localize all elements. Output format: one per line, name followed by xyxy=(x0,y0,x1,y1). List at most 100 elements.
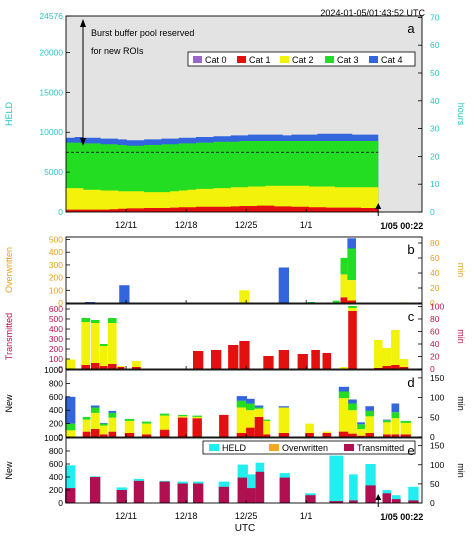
panel-border xyxy=(65,303,423,370)
bar-segment xyxy=(307,302,315,303)
bar-transmitted xyxy=(329,501,344,503)
bar-segment xyxy=(81,318,90,322)
area-cat2 xyxy=(66,185,379,212)
bar-segment xyxy=(192,415,202,417)
bar-segment xyxy=(119,285,130,303)
y2-axis-title: min xyxy=(456,396,466,411)
bar-segment xyxy=(65,423,76,431)
y-tick-label: 100 xyxy=(49,354,63,364)
bar-segment xyxy=(132,361,141,367)
bar-segment xyxy=(400,434,411,437)
bar-held xyxy=(365,464,376,503)
y2-tick-label: 100 xyxy=(430,302,444,312)
bar-transmitted xyxy=(279,477,290,503)
bar-segment xyxy=(117,366,125,367)
y2-tick-label: 80 xyxy=(430,314,440,324)
y-tick-label: 600 xyxy=(49,304,63,314)
y2-axis-title: min xyxy=(456,263,466,278)
bar-segment xyxy=(211,350,222,369)
y-tick-label: 1000 xyxy=(44,433,63,443)
bar-segment xyxy=(239,341,250,369)
bar-segment xyxy=(347,300,356,303)
bar-transmitted xyxy=(159,481,170,503)
y-axis-title: Overwritten xyxy=(4,247,14,293)
bar-segment xyxy=(99,422,108,424)
y-tick-label: 0 xyxy=(58,432,63,442)
panel-a: Burst buffer pool reserved for new ROIs Ca… xyxy=(4,11,466,217)
bar-segment xyxy=(246,410,255,428)
y2-tick-label: 50 xyxy=(430,479,440,489)
bar-held xyxy=(65,465,76,503)
bar-segment xyxy=(254,407,264,409)
bar-segment xyxy=(246,427,255,437)
legend-swatch-0 xyxy=(193,56,202,63)
bar-segment xyxy=(263,434,271,437)
bar-segment xyxy=(382,366,392,369)
y-tick-label: 0 xyxy=(58,364,63,374)
y2-tick-label: 10 xyxy=(430,179,440,189)
y2-tick-label: 30 xyxy=(430,124,440,134)
x-tick-label: 12/18 xyxy=(175,511,198,521)
bar-held xyxy=(349,474,358,503)
bar-segment xyxy=(365,433,374,437)
x-tick-label: 1/1 xyxy=(300,220,313,230)
bar-segment xyxy=(82,419,91,432)
end-marker-arrow xyxy=(375,203,382,209)
y2-tick-label: 60 xyxy=(430,40,440,50)
y2-tick-label: 40 xyxy=(430,96,440,106)
bar-segment xyxy=(399,359,409,367)
bar-segment xyxy=(81,365,90,369)
bar-segment xyxy=(391,403,400,413)
bar-segment xyxy=(141,423,152,435)
bar-segment xyxy=(159,413,170,416)
y2-tick-label: 0 xyxy=(430,498,435,508)
bar-transmitted xyxy=(116,490,127,503)
bar-segment xyxy=(383,422,391,435)
y-tick-label: 5000 xyxy=(44,167,63,177)
y-tick-label: 400 xyxy=(49,405,63,415)
bar-segment xyxy=(99,434,108,437)
bar-segment xyxy=(347,248,356,281)
bar-held xyxy=(408,486,419,504)
y-tick-label: 1000 xyxy=(44,365,63,375)
x-tick-label: 12/11 xyxy=(115,511,137,521)
y-axis-title: Transmitted xyxy=(4,313,14,360)
bar-transmitted xyxy=(382,493,392,504)
panel-letter: b xyxy=(407,242,414,257)
y2-tick-label: 0 xyxy=(430,432,435,442)
bar-segment xyxy=(311,350,320,369)
bar-segment xyxy=(99,425,108,435)
bar-segment xyxy=(348,399,357,404)
bar-segment xyxy=(228,345,239,369)
bar-segment xyxy=(254,408,264,417)
legend-label: Cat 3 xyxy=(337,55,359,65)
y-tick-label: 0 xyxy=(58,298,63,308)
bar-segment xyxy=(108,318,117,323)
y2-axis-title: hours xyxy=(456,103,466,126)
bar-segment xyxy=(322,431,332,433)
bar-segment xyxy=(338,398,350,432)
bar-segment xyxy=(278,406,289,408)
bar-segment xyxy=(340,367,348,369)
bar-segment xyxy=(348,433,357,437)
panel-border xyxy=(65,15,423,213)
bar-segment xyxy=(219,414,229,437)
bar-segment xyxy=(400,420,411,423)
y-tick-label: 600 xyxy=(49,459,63,469)
bar-transmitted xyxy=(90,477,101,503)
x-tick-label: 12/11 xyxy=(115,220,137,230)
bar-segment xyxy=(65,359,76,369)
end-marker-arrow xyxy=(375,494,382,500)
bar-transmitted xyxy=(218,486,229,504)
panel-letter: c xyxy=(408,309,415,324)
bar-segment xyxy=(108,323,117,364)
bar-transmitted xyxy=(247,488,256,503)
y2-tick-label: 20 xyxy=(430,151,440,161)
bar-segment xyxy=(90,320,100,323)
y-axis-title: HELD xyxy=(4,102,14,127)
bar-segment xyxy=(347,238,356,249)
bar-segment xyxy=(365,406,374,411)
bar-segment xyxy=(84,302,96,303)
y-tick-label: 300 xyxy=(49,260,63,270)
bar-segment xyxy=(391,330,400,365)
